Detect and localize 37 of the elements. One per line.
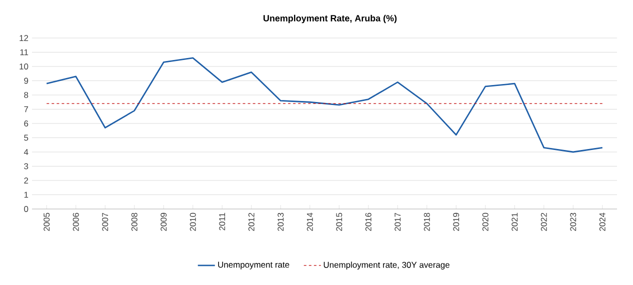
- y-tick-label: 9: [24, 78, 28, 84]
- line-series: [46, 57, 604, 153]
- x-tick-label: 2024: [599, 212, 606, 231]
- x-tick-label: 2015: [336, 212, 342, 231]
- chart-title: Unemployment Rate, Aruba (%): [264, 14, 397, 24]
- y-tick-label: 11: [20, 49, 28, 56]
- x-tick-label: 2006: [72, 212, 79, 231]
- x-tick-label: 2017: [394, 212, 401, 231]
- y-tick-label: 5: [24, 134, 28, 141]
- x-tick-label: 2016: [365, 212, 372, 231]
- y-tick-label: 0: [24, 206, 28, 212]
- y-tick-label: 1: [24, 192, 28, 198]
- y-tick-label: 3: [24, 163, 28, 170]
- x-tick-label: 2023: [570, 212, 576, 231]
- y-tick-label: 8: [24, 92, 28, 98]
- y-tick-label: 6: [24, 120, 28, 126]
- y-tick-label: 10: [20, 64, 28, 70]
- y-tick-label: 12: [20, 35, 28, 41]
- legend-label: Unempoyment rate: [218, 262, 290, 270]
- x-tick-label: 2013: [278, 212, 284, 231]
- y-tick-label: 7: [24, 106, 28, 112]
- x-tick-label: 2005: [44, 212, 50, 231]
- x-tick-label: 2012: [248, 212, 254, 231]
- x-tick-label: 2019: [453, 212, 460, 231]
- x-tick-label: 2018: [424, 212, 430, 231]
- x-tick-label: 2011: [219, 212, 226, 230]
- x-tick-label: 2009: [160, 212, 167, 231]
- x-tick-label: 2020: [482, 212, 488, 231]
- x-tick-label: 2021: [512, 212, 518, 231]
- legend-label: Unemployment rate, 30Y average: [324, 262, 450, 270]
- x-tick-label: 2010: [190, 212, 196, 231]
- y-tick-label: 4: [24, 149, 28, 155]
- x-tick-label: 2007: [102, 212, 108, 231]
- x-tick-label: 2022: [540, 212, 547, 231]
- x-tick-label: 2008: [131, 212, 138, 231]
- x-tick-label: 2014: [306, 212, 313, 231]
- y-tick-label: 2: [24, 178, 28, 184]
